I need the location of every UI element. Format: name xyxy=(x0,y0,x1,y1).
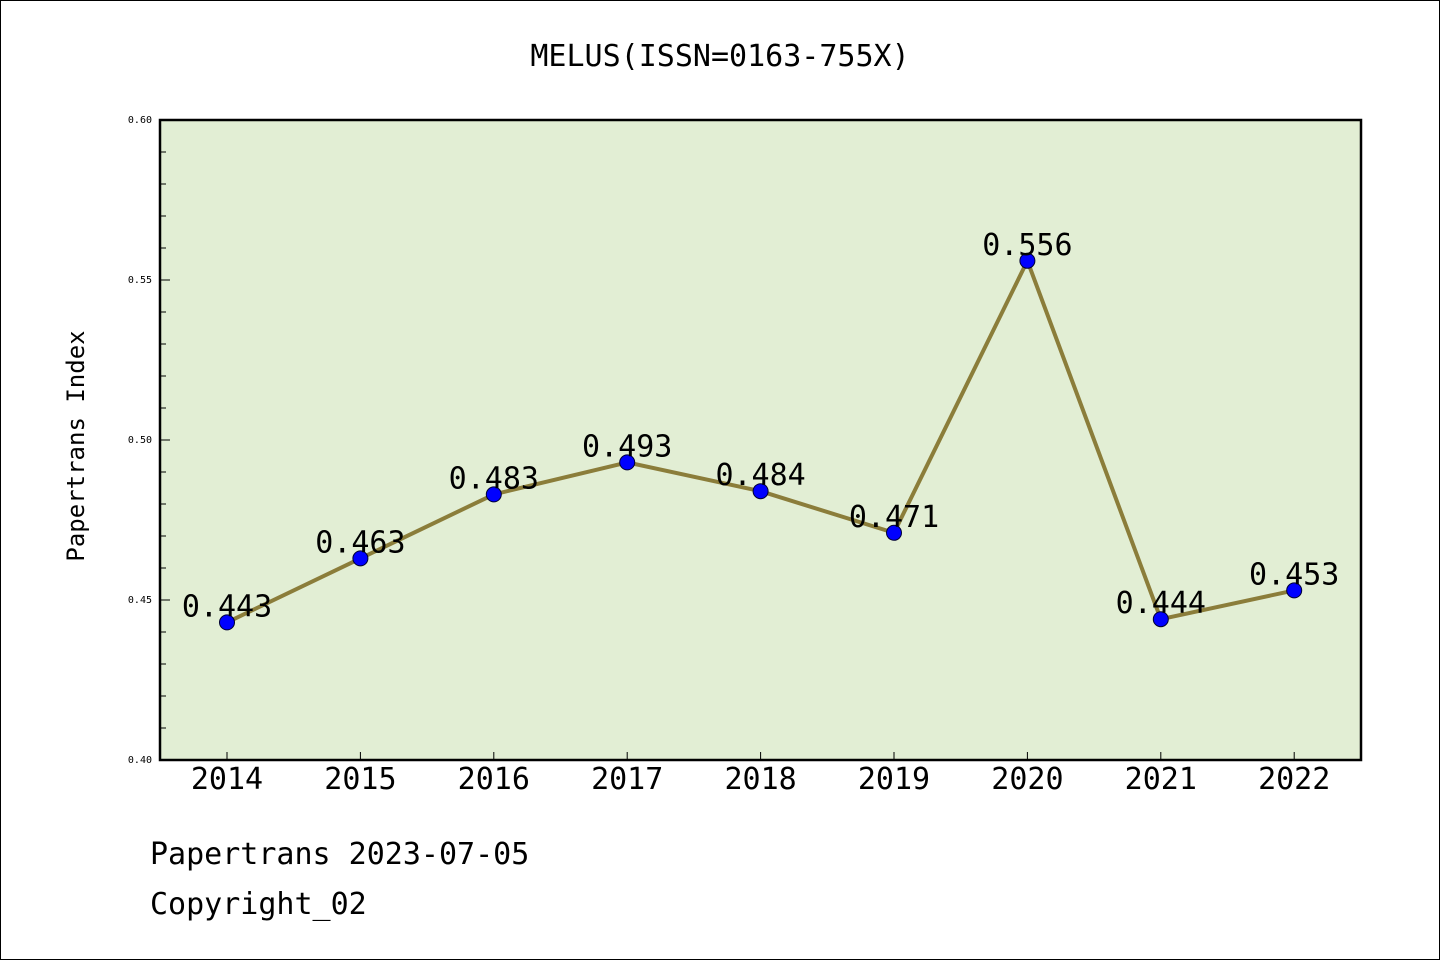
data-point-marker xyxy=(1152,611,1169,628)
footer-copyright-text: Copyright_02 xyxy=(150,887,367,922)
data-point-marker xyxy=(485,486,502,503)
data-point-marker xyxy=(752,483,769,500)
y-tick-label: 0.45 xyxy=(128,595,152,606)
data-label: 0.556 xyxy=(982,228,1072,263)
data-label: 0.453 xyxy=(1249,557,1339,592)
x-tick-label: 2019 xyxy=(858,762,930,797)
x-tick-label: 2017 xyxy=(591,762,663,797)
x-tick-label: 2020 xyxy=(991,762,1063,797)
y-tick-label: 0.50 xyxy=(128,435,152,446)
y-axis-label: Papertrans Index xyxy=(62,330,90,561)
data-point-marker xyxy=(619,454,636,471)
x-tick-label: 2022 xyxy=(1258,762,1330,797)
data-label: 0.444 xyxy=(1116,586,1206,621)
y-tick-label: 0.60 xyxy=(128,115,152,126)
data-label: 0.483 xyxy=(449,461,539,496)
data-point-marker xyxy=(886,524,902,541)
footer-date-text: Papertrans 2023-07-05 xyxy=(150,837,529,872)
data-label-layer: 0.443 0.463 0.483 0.493 0.484 0.471 0.556 0.444… xyxy=(182,228,1340,625)
x-tick-label: 2021 xyxy=(1125,762,1197,797)
data-label: 0.493 xyxy=(582,429,672,464)
y-tick-label: 0.55 xyxy=(128,275,152,286)
data-label: 0.471 xyxy=(849,500,939,535)
data-label: 0.443 xyxy=(182,589,272,624)
data-point-marker xyxy=(352,550,369,567)
data-point-marker xyxy=(1019,252,1036,269)
x-tick-label: 2016 xyxy=(458,762,530,797)
data-point-marker xyxy=(1286,582,1303,599)
x-tick-label: 2015 xyxy=(324,762,396,797)
x-axis-ticks: 2014 2015 2016 2017 2018 2019 2020 2021 2022 xyxy=(191,752,1330,797)
y-tick-label: 0.40 xyxy=(128,755,152,766)
chart-title: MELUS(ISSN=0163-755X) xyxy=(530,39,909,74)
series-layer xyxy=(219,252,1303,631)
data-label: 0.463 xyxy=(315,525,405,560)
x-tick-label: 2018 xyxy=(724,762,796,797)
plot-frame xyxy=(158,118,1363,762)
x-tick-label: 2014 xyxy=(191,762,263,797)
data-label: 0.484 xyxy=(715,458,805,493)
data-point-marker xyxy=(219,614,235,631)
plot-area xyxy=(160,120,1361,760)
